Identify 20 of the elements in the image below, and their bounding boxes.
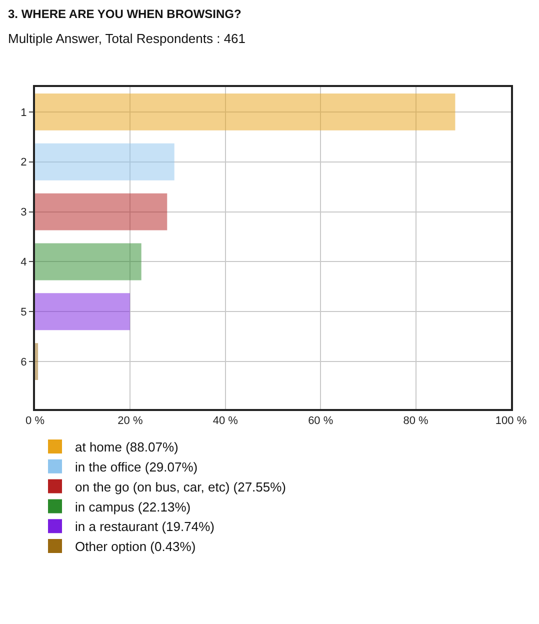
- x-tick-label: 40 %: [212, 415, 238, 428]
- legend-label: at home (88.07%): [75, 440, 178, 455]
- y-tick-label: 6: [20, 356, 27, 368]
- y-tick-label: 5: [20, 306, 27, 318]
- legend-label: in the office (29.07%): [75, 459, 198, 474]
- y-tick-label: 1: [20, 106, 27, 119]
- x-tick-label: 60 %: [308, 415, 334, 428]
- x-tick-label: 100 %: [495, 415, 527, 428]
- y-tick-label: 4: [20, 256, 27, 269]
- legend-label: Other option (0.43%): [75, 539, 196, 554]
- y-tick-label: 2: [20, 156, 27, 169]
- x-tick-label: 80 %: [403, 415, 429, 428]
- chart-subtitle: Multiple Answer, Total Respondents : 461: [8, 31, 246, 46]
- y-tick-label: 3: [20, 206, 27, 219]
- x-tick-label: 0 %: [26, 415, 45, 428]
- x-tick-label: 20 %: [118, 415, 143, 428]
- chart-title: 3. WHERE ARE YOU WHEN BROWSING?: [8, 7, 242, 21]
- legend-label: on the go (on bus, car, etc) (27.55%): [75, 479, 286, 494]
- legend-label: in campus (22.13%): [75, 499, 191, 514]
- legend-label: in a restaurant (19.74%): [75, 519, 214, 534]
